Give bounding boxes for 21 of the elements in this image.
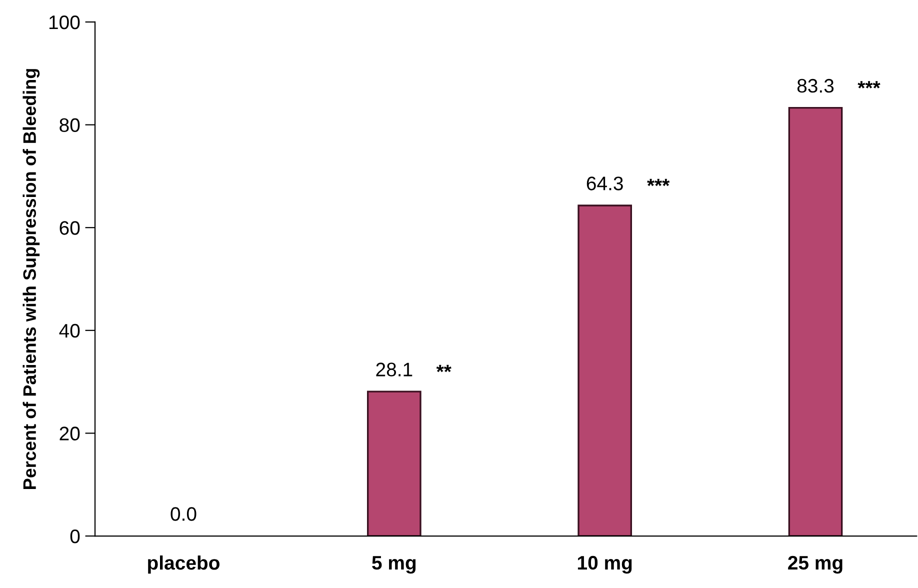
y-tick-label: 40 [59, 324, 80, 338]
y-tick-label: 80 [60, 118, 80, 132]
y-tick-label: 0 [70, 529, 80, 544]
x-tick-label: 10 mg [578, 556, 632, 574]
x-tick-label: placebo [148, 555, 220, 574]
annotation: *** [858, 81, 880, 88]
annotation: *** [647, 178, 670, 186]
data-label: 64.3 [586, 176, 623, 190]
y-tick-label: 60 [60, 221, 80, 235]
y-tick-label: 100 [49, 15, 80, 30]
data-label: 0.0 [170, 507, 196, 521]
data-label: 28.1 [376, 362, 412, 376]
y-axis-title: Percent of Patients with Suppression of Bleeding [22, 69, 40, 489]
x-tick-label: 5 mg [372, 556, 416, 574]
data-label: 83.3 [797, 78, 834, 93]
y-tick-label: 20 [60, 426, 80, 440]
bar [788, 107, 843, 536]
x-tick-label: 25 mg [788, 556, 842, 574]
annotation: ** [436, 364, 452, 372]
bar [366, 390, 422, 536]
bar [578, 204, 632, 536]
